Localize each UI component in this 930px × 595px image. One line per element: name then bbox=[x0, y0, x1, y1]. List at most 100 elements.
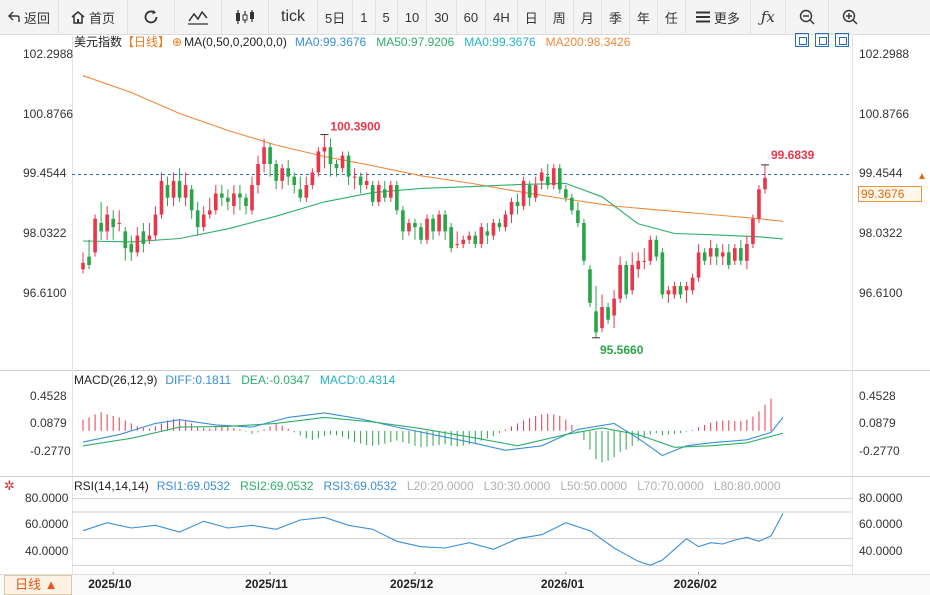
more-label: 更多 bbox=[713, 10, 740, 26]
candle-body bbox=[702, 252, 707, 261]
menu-icon bbox=[695, 11, 710, 23]
period-年[interactable]: 年 bbox=[630, 0, 658, 35]
home-button[interactable]: 首页 bbox=[59, 0, 129, 35]
candle-body bbox=[123, 231, 128, 249]
candle-body bbox=[256, 164, 260, 186]
candle-body bbox=[654, 239, 659, 257]
candlestick-button[interactable] bbox=[222, 0, 270, 35]
date-label: 2026/01 bbox=[540, 577, 585, 591]
candle-body bbox=[618, 265, 622, 299]
candle-body bbox=[714, 248, 719, 257]
period-周[interactable]: 周 bbox=[546, 0, 574, 35]
more-button[interactable]: 更多 bbox=[686, 0, 751, 35]
refresh-button[interactable] bbox=[128, 0, 176, 35]
candle-body bbox=[352, 176, 357, 178]
axis-tick-label: 0.4528 bbox=[30, 389, 67, 403]
candle-body bbox=[364, 180, 369, 186]
rsi-settings-icon[interactable]: ✲ bbox=[4, 478, 15, 493]
period-selector[interactable]: 日线 ▲ bbox=[4, 575, 72, 595]
candle-body bbox=[358, 176, 363, 186]
legend-value: L30:30.0000 bbox=[483, 479, 551, 493]
candle-body bbox=[708, 248, 713, 257]
period-1[interactable]: 1 bbox=[353, 0, 376, 35]
back-arrow-icon bbox=[8, 11, 20, 22]
period-月[interactable]: 月 bbox=[574, 0, 602, 35]
candle-body bbox=[745, 243, 749, 261]
candle-body bbox=[449, 227, 453, 249]
candle-body bbox=[413, 222, 417, 228]
formula-button[interactable]: ƒx bbox=[751, 0, 786, 35]
candle-body bbox=[545, 176, 550, 186]
tick-button[interactable]: tick bbox=[269, 0, 319, 35]
axis-tick-label: 60.0000 bbox=[859, 517, 903, 532]
period-5日[interactable]: 5日 bbox=[318, 0, 354, 35]
candle-body bbox=[491, 222, 496, 236]
diff-line bbox=[82, 412, 784, 457]
candle-body bbox=[93, 218, 97, 253]
layout-icon[interactable] bbox=[815, 33, 829, 47]
date-label: 2025/11 bbox=[245, 577, 288, 591]
zoom-in-button[interactable] bbox=[829, 0, 871, 35]
period-季[interactable]: 季 bbox=[602, 0, 630, 35]
candle-body bbox=[606, 307, 610, 320]
candle-body bbox=[636, 260, 641, 270]
candle-body bbox=[515, 201, 520, 207]
candle-body bbox=[201, 214, 206, 228]
candle-body bbox=[87, 256, 91, 266]
candle-body bbox=[443, 214, 447, 232]
zoom-out-button[interactable] bbox=[786, 0, 829, 35]
candle-body bbox=[497, 222, 502, 228]
candle-body bbox=[570, 197, 574, 211]
candle-body bbox=[171, 180, 176, 198]
candle-body bbox=[292, 176, 297, 186]
candle-body bbox=[147, 235, 152, 240]
refresh-icon bbox=[144, 10, 158, 24]
candle-body bbox=[739, 248, 743, 261]
back-button[interactable]: 返回 bbox=[0, 0, 60, 35]
period-10[interactable]: 10 bbox=[398, 0, 428, 35]
candle-body bbox=[612, 298, 616, 316]
axis-tick-label: 96.6100 bbox=[859, 286, 903, 301]
period-4H[interactable]: 4H bbox=[486, 0, 518, 35]
restore-icon[interactable] bbox=[835, 33, 849, 47]
home-label: 首页 bbox=[89, 10, 116, 26]
legend-value: DEA:-0.0347 bbox=[241, 373, 310, 387]
current-price-label: 99.3676 bbox=[858, 186, 922, 202]
candle-body bbox=[220, 193, 224, 198]
candle-body bbox=[431, 218, 435, 232]
expand-icon[interactable] bbox=[795, 33, 809, 47]
candle-body bbox=[539, 172, 544, 181]
home-icon bbox=[71, 10, 85, 24]
candle-body bbox=[207, 210, 212, 215]
settings-gear-icon[interactable]: ⊕ bbox=[172, 34, 183, 49]
candle-body bbox=[732, 248, 737, 261]
window-controls bbox=[795, 33, 855, 47]
period-5[interactable]: 5 bbox=[376, 0, 398, 35]
candle-body bbox=[467, 235, 472, 240]
candle-body bbox=[165, 185, 170, 198]
candle-body bbox=[551, 168, 556, 186]
period-30[interactable]: 30 bbox=[427, 0, 457, 35]
candle-body bbox=[594, 311, 598, 333]
legend-value: RSI3:69.0532 bbox=[323, 479, 397, 493]
candle-body bbox=[666, 290, 671, 295]
candle-body bbox=[564, 189, 568, 198]
legend-value: MA200:98.3426 bbox=[545, 34, 631, 49]
candle-body bbox=[600, 307, 604, 329]
candle-body bbox=[388, 185, 393, 198]
ma200-line bbox=[82, 75, 784, 222]
candle-body bbox=[757, 189, 761, 219]
candle-body bbox=[99, 222, 103, 232]
period-60[interactable]: 60 bbox=[457, 0, 487, 35]
line-chart-button[interactable] bbox=[175, 0, 223, 35]
period-任[interactable]: 任 bbox=[658, 0, 686, 35]
candle-body bbox=[141, 231, 146, 244]
candle-body bbox=[751, 218, 755, 244]
period-日[interactable]: 日 bbox=[518, 0, 546, 35]
candle-body bbox=[316, 151, 321, 173]
main-panel bbox=[72, 40, 852, 370]
candle-body bbox=[135, 235, 140, 253]
rsi-title: RSI(14,14,14) bbox=[74, 479, 149, 493]
candle-body bbox=[250, 185, 254, 211]
